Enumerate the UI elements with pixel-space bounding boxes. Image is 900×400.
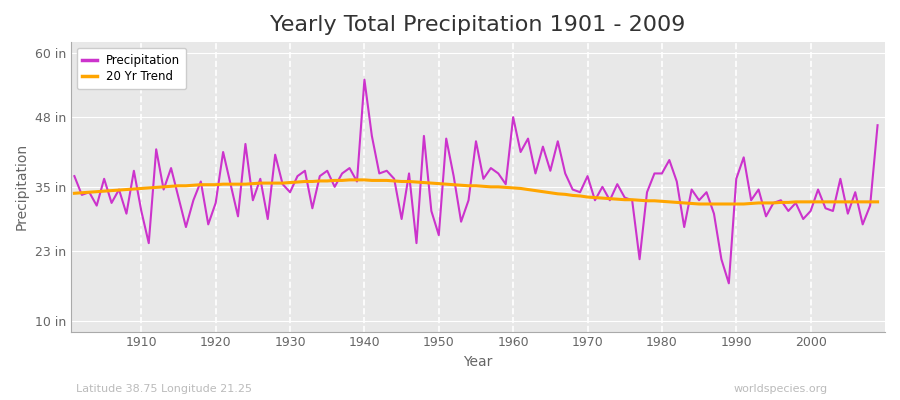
Precipitation	[872, 123, 883, 128]
Line: Precipitation: Precipitation	[75, 80, 878, 283]
20 Yr Trend	[872, 200, 883, 204]
Text: Latitude 38.75 Longitude 21.25: Latitude 38.75 Longitude 21.25	[76, 384, 253, 394]
Precipitation	[129, 168, 140, 173]
Y-axis label: Precipitation: Precipitation	[15, 143, 29, 230]
Precipitation	[359, 77, 370, 82]
X-axis label: Year: Year	[464, 355, 492, 369]
Precipitation	[605, 198, 616, 203]
20 Yr Trend	[337, 178, 347, 183]
Precipitation	[724, 281, 734, 286]
Line: 20 Yr Trend: 20 Yr Trend	[75, 180, 878, 204]
Precipitation	[292, 174, 303, 178]
20 Yr Trend	[605, 196, 616, 201]
20 Yr Trend	[344, 178, 355, 182]
Precipitation	[69, 174, 80, 178]
20 Yr Trend	[508, 186, 518, 190]
20 Yr Trend	[292, 180, 303, 184]
Precipitation	[337, 171, 347, 176]
20 Yr Trend	[694, 202, 705, 206]
Precipitation	[515, 150, 526, 154]
Precipitation	[508, 115, 518, 120]
20 Yr Trend	[515, 186, 526, 191]
20 Yr Trend	[69, 191, 80, 196]
Text: worldspecies.org: worldspecies.org	[734, 384, 828, 394]
20 Yr Trend	[129, 186, 140, 191]
Legend: Precipitation, 20 Yr Trend: Precipitation, 20 Yr Trend	[76, 48, 186, 89]
Title: Yearly Total Precipitation 1901 - 2009: Yearly Total Precipitation 1901 - 2009	[270, 15, 686, 35]
